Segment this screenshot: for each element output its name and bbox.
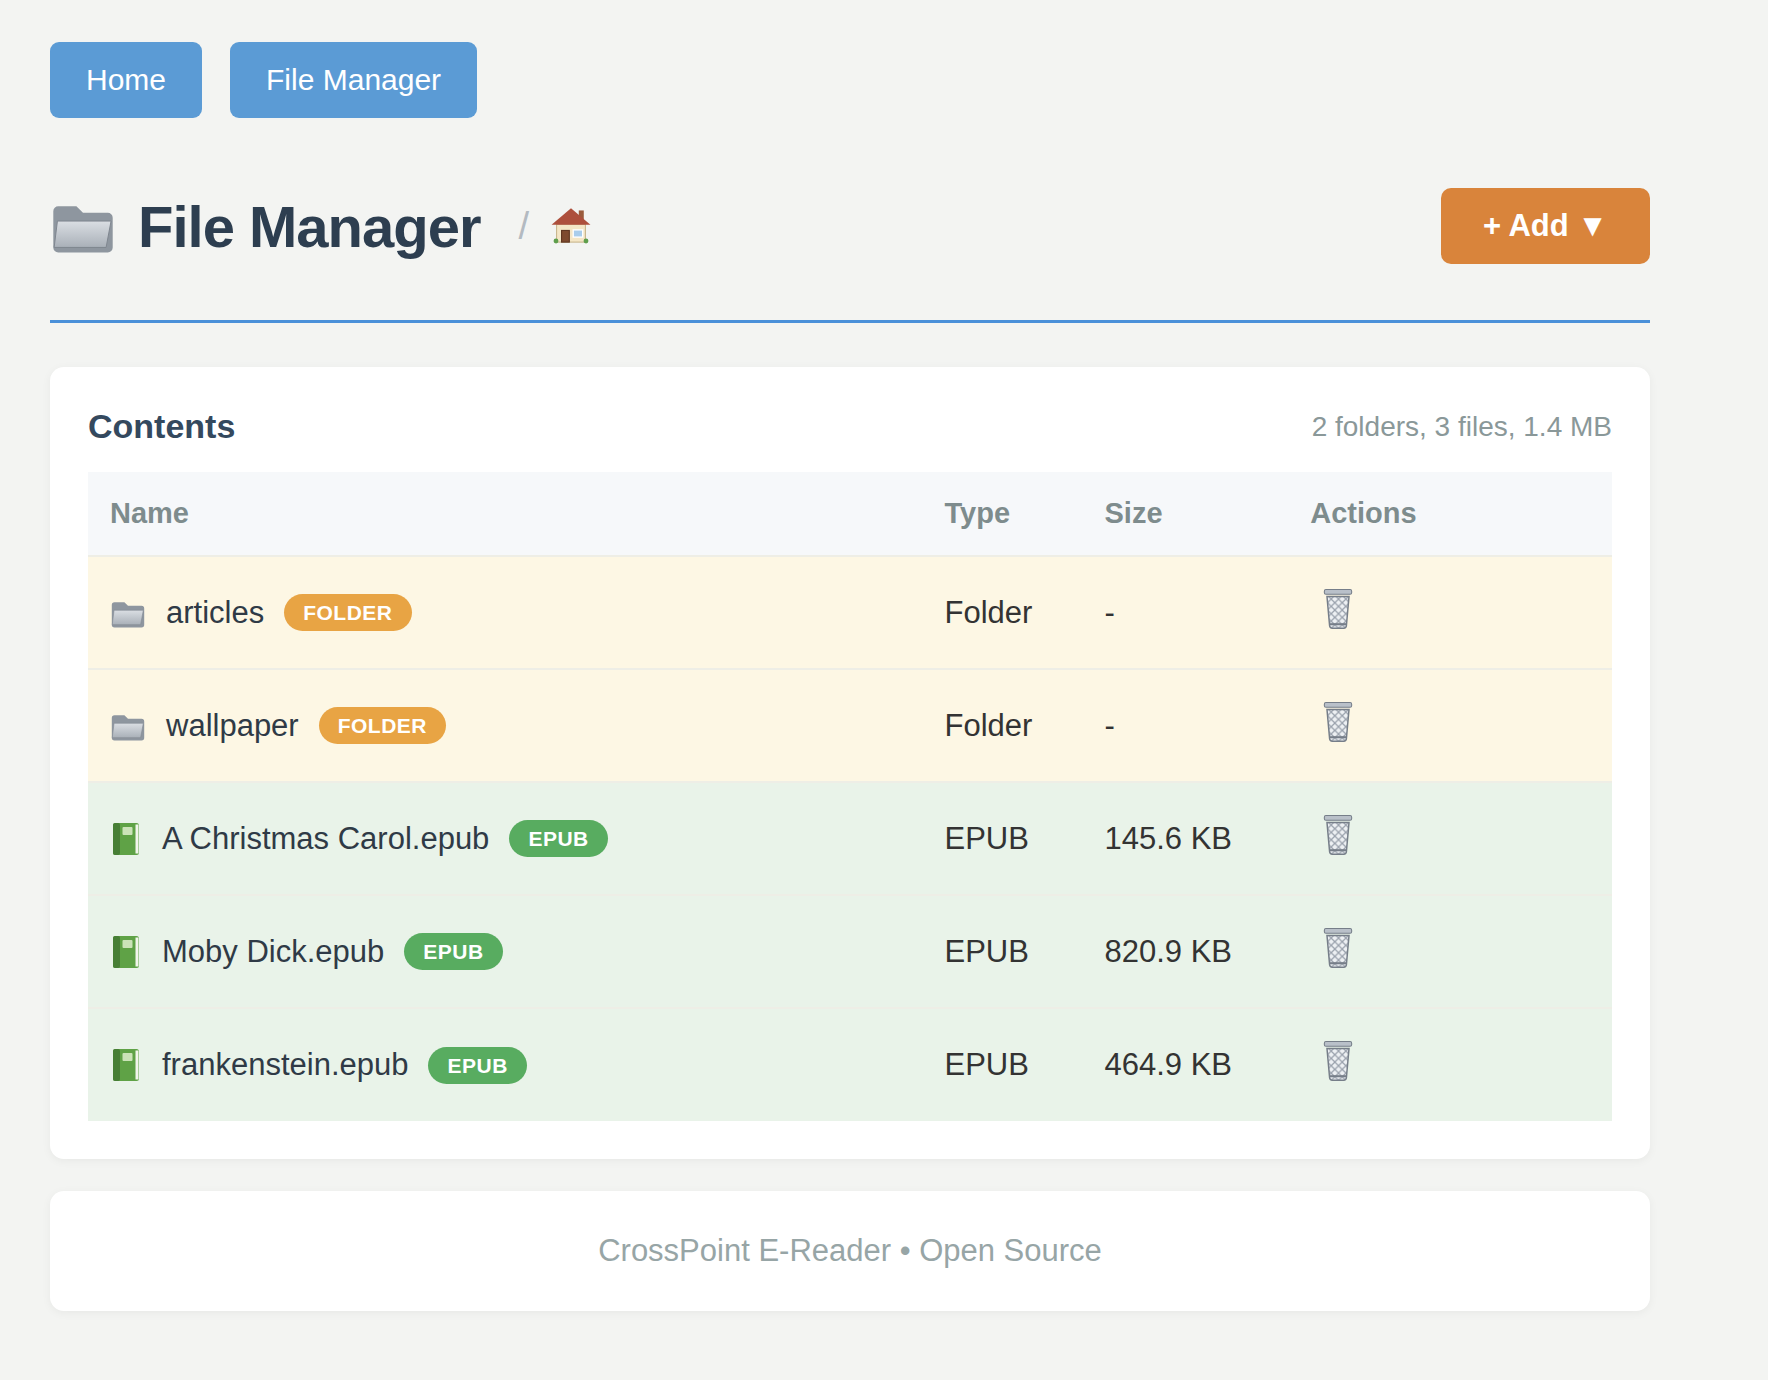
- folder-icon: [110, 711, 146, 741]
- table-row: wallpaper FOLDER Folder -: [88, 669, 1612, 782]
- folder-icon: [50, 199, 116, 253]
- folder-badge: FOLDER: [284, 594, 411, 631]
- file-type: EPUB: [944, 1008, 1104, 1121]
- delete-button[interactable]: [1310, 1040, 1356, 1085]
- header-divider: [50, 320, 1650, 323]
- contents-card: Contents 2 folders, 3 files, 1.4 MB Name…: [50, 367, 1650, 1159]
- file-name-link[interactable]: frankenstein.epub: [162, 1047, 408, 1083]
- footer: CrossPoint E-Reader • Open Source: [50, 1191, 1650, 1311]
- card-header: Contents 2 folders, 3 files, 1.4 MB: [88, 393, 1612, 472]
- card-title: Contents: [88, 407, 235, 446]
- epub-badge: EPUB: [509, 820, 607, 857]
- delete-button[interactable]: [1310, 814, 1356, 859]
- folder-name-link[interactable]: articles: [166, 595, 264, 631]
- file-table: Name Type Size Actions: [88, 472, 1612, 1121]
- file-type: EPUB: [944, 782, 1104, 895]
- folder-name-link[interactable]: wallpaper: [166, 708, 299, 744]
- book-icon: [110, 1047, 142, 1083]
- file-size: 145.6 KB: [1105, 782, 1311, 895]
- file-size: -: [1105, 556, 1311, 669]
- page-header: File Manager / + Add ▼: [50, 188, 1650, 264]
- file-name-link[interactable]: A Christmas Carol.epub: [162, 821, 489, 857]
- trash-icon: [1320, 701, 1356, 746]
- home-icon[interactable]: [551, 207, 591, 245]
- delete-button[interactable]: [1310, 588, 1356, 633]
- page-title: File Manager: [138, 193, 481, 260]
- epub-badge: EPUB: [404, 933, 502, 970]
- nav-home-button[interactable]: Home: [50, 42, 202, 118]
- col-header-type: Type: [944, 472, 1104, 556]
- table-row: frankenstein.epub EPUB EPUB 464.9 KB: [88, 1008, 1612, 1121]
- file-size: 820.9 KB: [1105, 895, 1311, 1008]
- footer-text: CrossPoint E-Reader • Open Source: [598, 1233, 1102, 1269]
- file-size: 464.9 KB: [1105, 1008, 1311, 1121]
- trash-icon: [1320, 1040, 1356, 1085]
- trash-icon: [1320, 814, 1356, 859]
- book-icon: [110, 821, 142, 857]
- breadcrumb-separator: /: [519, 205, 530, 248]
- nav-file-manager-button[interactable]: File Manager: [230, 42, 477, 118]
- col-header-size: Size: [1105, 472, 1311, 556]
- delete-button[interactable]: [1310, 701, 1356, 746]
- table-header-row: Name Type Size Actions: [88, 472, 1612, 556]
- folder-icon: [110, 598, 146, 628]
- file-type: Folder: [944, 556, 1104, 669]
- col-header-actions: Actions: [1310, 472, 1612, 556]
- col-header-name: Name: [88, 472, 944, 556]
- file-type: Folder: [944, 669, 1104, 782]
- trash-icon: [1320, 927, 1356, 972]
- table-row: articles FOLDER Folder -: [88, 556, 1612, 669]
- book-icon: [110, 934, 142, 970]
- folder-badge: FOLDER: [319, 707, 446, 744]
- file-size: -: [1105, 669, 1311, 782]
- file-type: EPUB: [944, 895, 1104, 1008]
- delete-button[interactable]: [1310, 927, 1356, 972]
- page-title-block: File Manager /: [50, 193, 591, 260]
- add-button[interactable]: + Add ▼: [1441, 188, 1650, 264]
- table-row: A Christmas Carol.epub EPUB EPUB 145.6 K…: [88, 782, 1612, 895]
- table-row: Moby Dick.epub EPUB EPUB 820.9 KB: [88, 895, 1612, 1008]
- contents-summary: 2 folders, 3 files, 1.4 MB: [1312, 411, 1612, 443]
- page: Home File Manager File Manager /: [50, 0, 1650, 1311]
- nav-buttons: Home File Manager: [50, 42, 1650, 118]
- epub-badge: EPUB: [428, 1047, 526, 1084]
- file-name-link[interactable]: Moby Dick.epub: [162, 934, 384, 970]
- trash-icon: [1320, 588, 1356, 633]
